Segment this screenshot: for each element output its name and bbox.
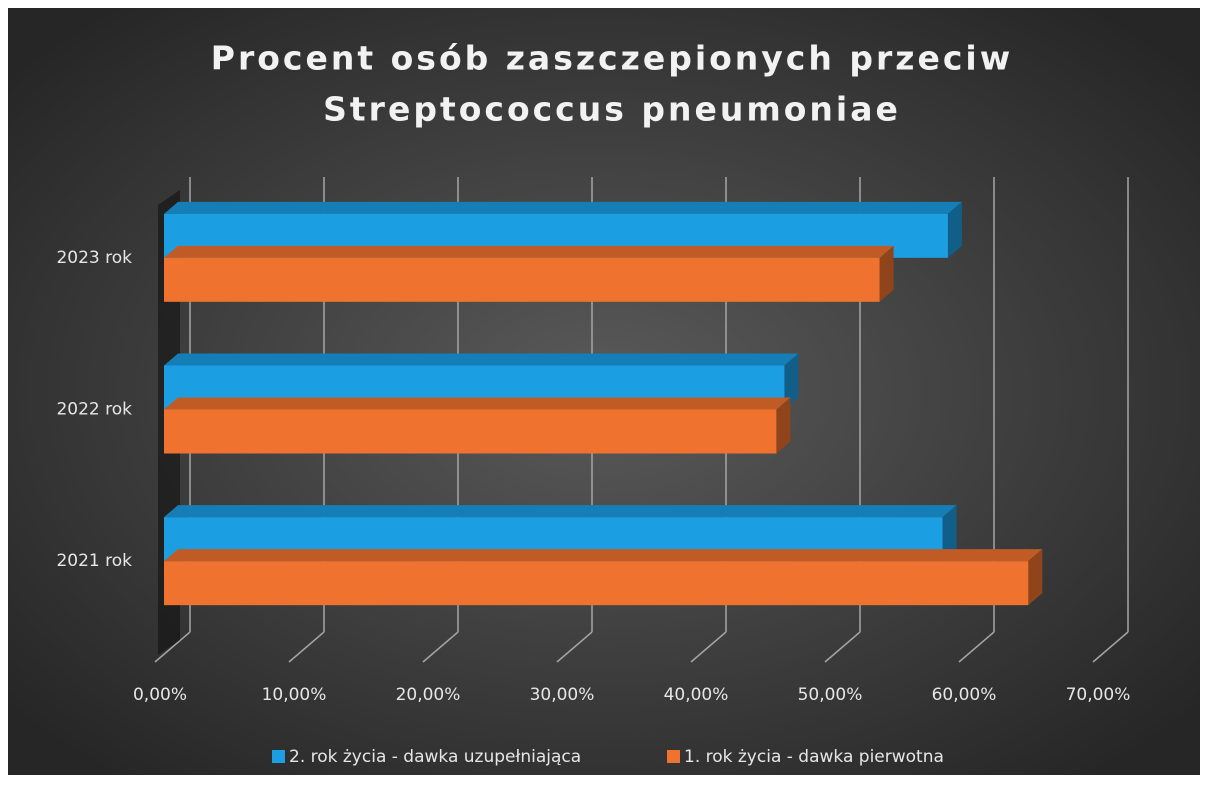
x-tick-label: 20,00%	[396, 685, 461, 705]
grid-line	[556, 631, 593, 663]
chart-title: Procent osób zaszczepionych przeciw	[211, 39, 1013, 78]
bar-top	[164, 245, 894, 258]
bar-top	[164, 201, 962, 214]
bar-side	[942, 505, 957, 562]
legend-label: 1. rok życia - dawka pierwotna	[684, 747, 944, 767]
grid-line	[288, 631, 325, 663]
y-tick-label: 2023 rok	[56, 248, 132, 268]
x-tick-label: 30,00%	[530, 685, 595, 705]
bar-side	[1028, 549, 1043, 606]
y-tick-label: 2022 rok	[56, 400, 132, 420]
x-tick-label: 10,00%	[262, 685, 327, 705]
legend-swatch	[667, 750, 680, 763]
grid-line	[422, 631, 459, 663]
x-tick-label: 70,00%	[1066, 685, 1131, 705]
y-tick-label: 2021 rok	[56, 551, 132, 571]
x-tick-label: 0,00%	[133, 685, 187, 705]
bar-top	[164, 397, 791, 410]
bar-top	[164, 549, 1043, 562]
legend-swatch	[272, 750, 285, 763]
bar	[164, 409, 777, 454]
bar-side	[947, 201, 962, 258]
x-tick-label: 50,00%	[798, 685, 863, 705]
bar-side	[776, 397, 791, 454]
bar-top	[164, 353, 799, 366]
bar-top	[164, 505, 957, 518]
bar	[164, 257, 880, 302]
x-tick-label: 60,00%	[932, 685, 997, 705]
grid-line	[958, 631, 995, 663]
legend-label: 2. rok życia - dawka uzupełniająca	[289, 747, 581, 767]
x-tick-label: 40,00%	[664, 685, 729, 705]
grid-line	[1092, 631, 1129, 663]
grid-line	[690, 631, 727, 663]
grid-line	[824, 631, 861, 663]
bar-side	[784, 353, 799, 410]
bar-side	[879, 245, 894, 302]
bar	[164, 561, 1029, 606]
chart-title: Streptococcus pneumoniae	[323, 90, 901, 129]
grid-line	[154, 631, 191, 663]
